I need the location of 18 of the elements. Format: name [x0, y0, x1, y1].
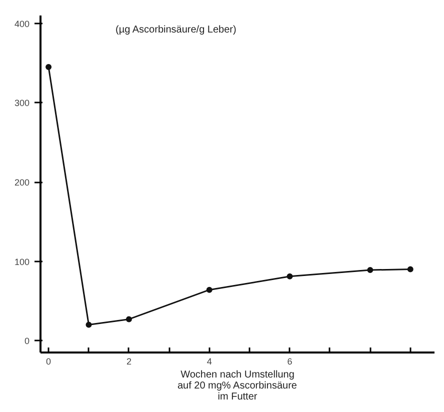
point [407, 266, 414, 272]
x-tick-label: 4 [206, 356, 212, 366]
x-tick-label: 2 [126, 356, 132, 366]
y-tick-label: 100 [14, 256, 30, 267]
point [126, 316, 132, 322]
y-tick-label: 300 [14, 98, 30, 108]
point [367, 267, 374, 274]
y-axis-title: (µg Ascorbinsäure/g Leber) [116, 24, 236, 36]
point [46, 64, 52, 70]
point [286, 273, 293, 280]
y-tick-label: 200 [14, 178, 30, 188]
x-tick-label: 0 [46, 356, 52, 366]
x-tick-label: 6 [287, 356, 292, 366]
point [86, 322, 92, 328]
y-tick-label: 0 [24, 336, 30, 346]
y-tick-label: 400 [14, 18, 30, 29]
x-axis-title: Wochen nach Umstellung auf 20 mg% Ascorbinsäure im Futter [177, 370, 298, 402]
point [206, 286, 212, 293]
